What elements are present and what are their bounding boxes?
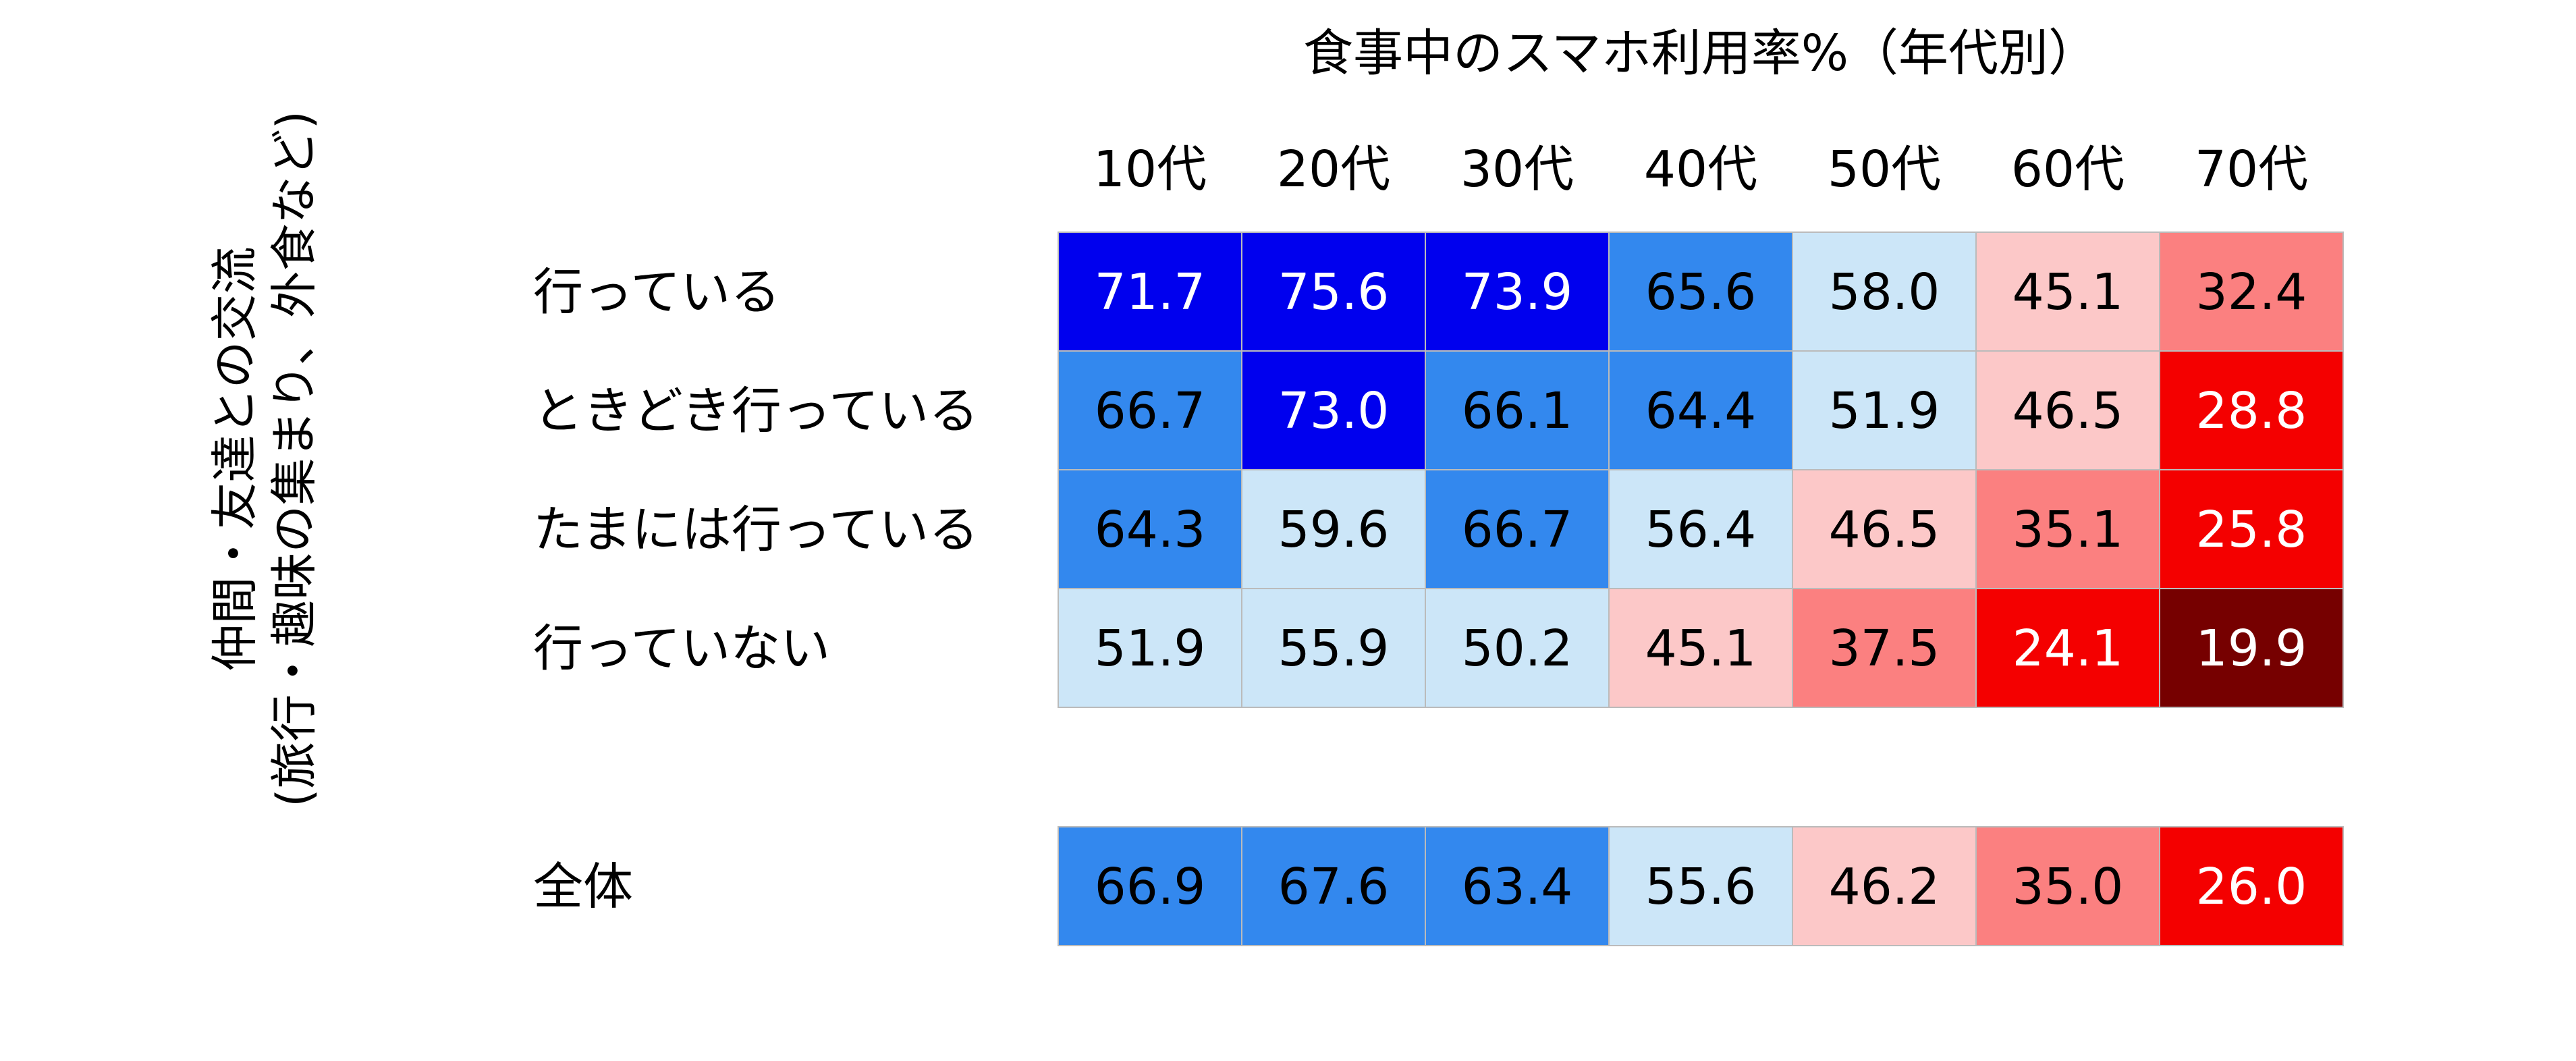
cell-value-label: 66.9 (1095, 858, 1206, 916)
cell-value-label: 32.4 (2196, 263, 2307, 321)
cell-value-label: 28.8 (2196, 382, 2307, 440)
cell-value-label: 63.4 (1462, 858, 1573, 916)
cell-value-label: 66.7 (1462, 501, 1573, 559)
cell-value-label: 35.1 (2012, 501, 2124, 559)
cell-value-label: 55.9 (1278, 620, 1390, 678)
cell-value-label: 45.1 (1645, 620, 1757, 678)
total-row-label: 全体 (533, 858, 633, 916)
heatmap-cell (1241, 588, 1426, 708)
cell-value-label: 58.0 (1829, 263, 1940, 321)
y-axis-label-line: 仲間・友達との交流 (207, 246, 263, 671)
cell-value-label: 73.0 (1278, 382, 1390, 440)
cell-value-label: 51.9 (1829, 382, 1940, 440)
heatmap-cell (1792, 350, 1977, 470)
heatmap-cell (2159, 350, 2344, 470)
cell-value-label: 35.0 (2012, 858, 2124, 916)
heatmap-cell (1058, 826, 1242, 946)
heatmap-cell (1975, 588, 2160, 708)
cell-value-label: 56.4 (1645, 501, 1757, 559)
cell-value-label: 51.9 (1095, 620, 1206, 678)
cell-value-label: 26.0 (2196, 858, 2307, 916)
heatmap-cell (1058, 588, 1242, 708)
column-label: 40代 (1644, 140, 1757, 198)
cell-value-label: 50.2 (1462, 620, 1573, 678)
cell-value-label: 73.9 (1462, 263, 1573, 321)
row-label: たまには行っている (533, 501, 979, 559)
heatmap-cell (1241, 232, 1426, 352)
heatmap-cell (1975, 232, 2160, 352)
row-label: ときどき行っている (533, 382, 979, 440)
column-label: 30代 (1460, 140, 1574, 198)
heatmap-cell (2159, 826, 2344, 946)
cell-value-label: 64.4 (1645, 382, 1757, 440)
cell-value-label: 75.6 (1278, 263, 1390, 321)
cell-value-label: 46.2 (1829, 858, 1940, 916)
column-label: 20代 (1277, 140, 1390, 198)
cell-value-label: 67.6 (1278, 858, 1390, 916)
heatmap-cell (1608, 232, 1793, 352)
column-label: 50代 (1828, 140, 1941, 198)
y-axis-label-line: (旅行・趣味の集まり、外食など) (267, 111, 322, 807)
cell-value-label: 65.6 (1645, 263, 1757, 321)
heatmap-cell (2159, 588, 2344, 708)
cell-value-label: 19.9 (2196, 620, 2307, 678)
cell-value-label: 37.5 (1829, 620, 1940, 678)
cell-value-label: 71.7 (1095, 263, 1206, 321)
cell-value-label: 25.8 (2196, 501, 2307, 559)
heatmap-cell (1975, 350, 2160, 470)
heatmap-cell (1975, 826, 2160, 946)
cell-value-label: 59.6 (1278, 501, 1390, 559)
column-label: 10代 (1093, 140, 1207, 198)
heatmap-cell (1058, 469, 1242, 589)
row-label: 行っていない (533, 620, 830, 678)
heatmap-cell (1241, 469, 1426, 589)
heatmap-cell (1975, 469, 2160, 589)
cell-value-label: 66.7 (1095, 382, 1206, 440)
heatmap-cell (2159, 469, 2344, 589)
cell-value-label: 24.1 (2012, 620, 2124, 678)
cell-value-label: 45.1 (2012, 263, 2124, 321)
chart-title: 食事中のスマホ利用率%（年代別） (1303, 24, 2098, 82)
y-axis-label: 仲間・友達との交流 (旅行・趣味の集まり、外食など) (207, 111, 322, 807)
cell-value-label: 64.3 (1095, 501, 1206, 559)
heatmap-cell (1792, 232, 1977, 352)
cell-value-label: 66.1 (1462, 382, 1573, 440)
heatmap-cell (1058, 232, 1242, 352)
heatmap-cell (1425, 469, 1610, 589)
cell-value-label: 46.5 (1829, 501, 1940, 559)
cell-value-label: 46.5 (2012, 382, 2124, 440)
heatmap-cell (1058, 350, 1242, 470)
heatmap-cell (1425, 826, 1610, 946)
column-label: 70代 (2195, 140, 2308, 198)
heatmap-cell (1792, 469, 1977, 589)
heatmap-cell (1608, 469, 1793, 589)
heatmap-cell (1608, 588, 1793, 708)
heatmap-cell (1425, 350, 1610, 470)
column-label: 60代 (2011, 140, 2125, 198)
heatmap-cell (1425, 232, 1610, 352)
cell-value-label: 55.6 (1645, 858, 1757, 916)
row-label: 行っている (533, 263, 780, 321)
